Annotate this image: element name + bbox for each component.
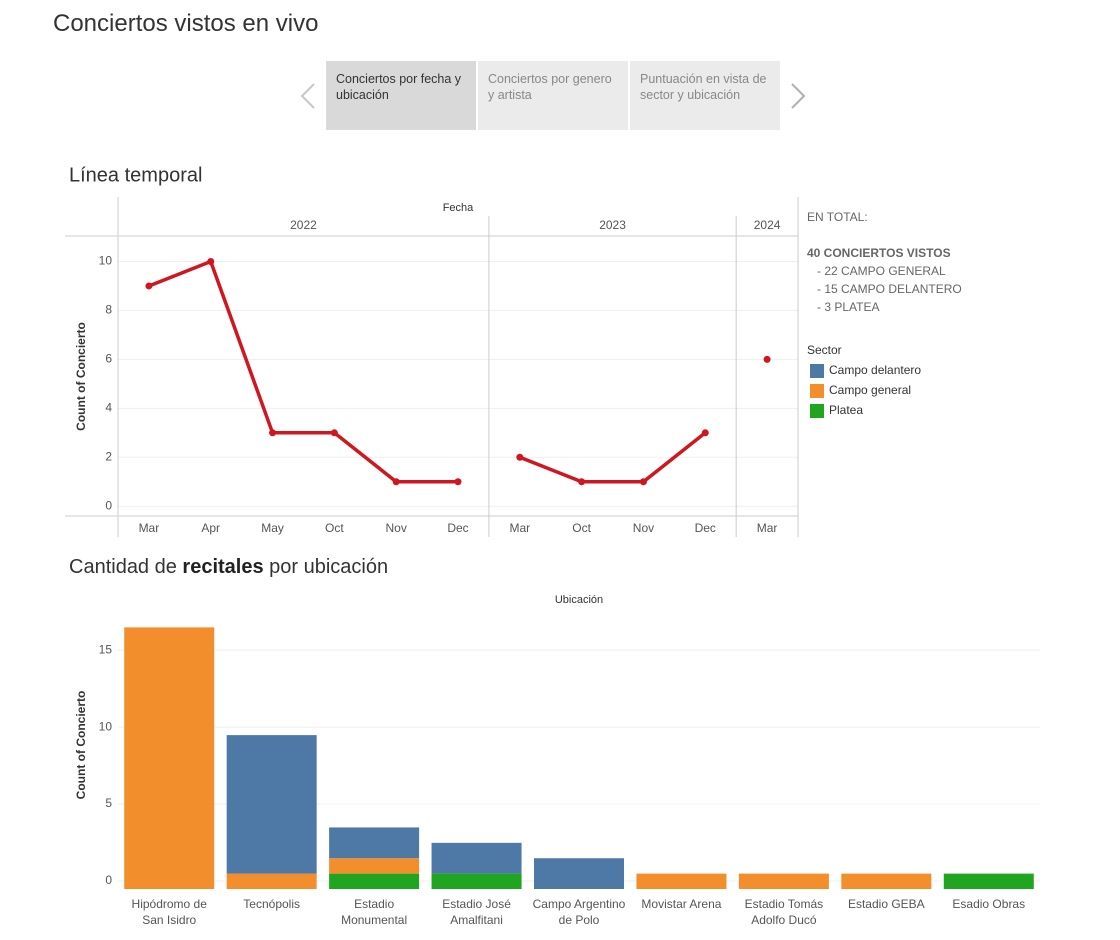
x-axis-title: Ubicación: [555, 594, 603, 606]
x-tick-label: May: [261, 521, 284, 535]
y-tick-label: 0: [105, 498, 112, 512]
bar-segment: [431, 842, 522, 874]
y-axis-title: Count of Concierto: [74, 322, 88, 431]
point: [639, 478, 647, 486]
chart-title: Cantidad de recitales por ubicación: [69, 556, 388, 578]
point: [701, 429, 709, 437]
x-tick-label: Movistar Arena: [641, 897, 722, 911]
legend-label: Campo general: [829, 383, 911, 397]
x-tick-label: Estadio Tomás Adolfo Ducó: [744, 897, 824, 927]
x-axis-title: Fecha: [443, 202, 474, 214]
x-tick-label: Esadio Obras: [952, 897, 1026, 911]
y-axis-title: Count of Concierto: [74, 691, 88, 800]
legend-swatch: [810, 404, 824, 418]
bar-segment: [943, 873, 1034, 889]
x-tick-label: Dec: [447, 521, 468, 535]
bar-segment: [738, 873, 829, 889]
year-label: 2024: [754, 218, 781, 232]
prev-arrow[interactable]: [300, 83, 315, 109]
bar-segment: [431, 873, 522, 889]
bar-segment: [534, 858, 624, 889]
x-tick-label: Mar: [509, 521, 530, 535]
x-tick-label: Hipódromo de San Isidro: [131, 897, 207, 927]
legend-title: Sector: [807, 343, 842, 357]
line: [519, 431, 707, 484]
y-tick-label: 8: [105, 303, 112, 317]
year-label: 2023: [599, 218, 626, 232]
summary-heading: EN TOTAL:: [807, 210, 868, 224]
title-part: recitales: [182, 556, 263, 578]
point: [578, 478, 586, 486]
point: [763, 355, 771, 363]
y-tick-label: 4: [105, 400, 112, 414]
next-arrow[interactable]: [791, 83, 806, 109]
line: [148, 259, 458, 484]
legend-swatch: [810, 384, 824, 398]
summary-line: 40 CONCIERTOS VISTOS: [807, 246, 951, 260]
x-tick-label: Nov: [386, 521, 407, 535]
y-tick-label: 15: [99, 642, 113, 656]
x-tick-label: Oct: [572, 521, 591, 535]
x-tick-label: Oct: [325, 521, 344, 535]
tab[interactable]: Puntuación en vista de sector y ubicació…: [630, 61, 780, 130]
x-tick-label: Mar: [139, 521, 160, 535]
bar-segment: [329, 858, 420, 874]
point: [516, 453, 524, 461]
x-tick-label: Estadio José Amalfitani: [442, 897, 511, 927]
bar-segment: [124, 627, 215, 889]
x-tick-label: Dec: [695, 521, 716, 535]
point: [207, 257, 215, 265]
x-tick-label: Estadio GEBA: [847, 897, 925, 911]
summary-line: - 3 PLATEA: [817, 300, 880, 314]
point: [330, 429, 338, 437]
point: [145, 282, 153, 290]
summary-line: - 22 CAMPO GENERAL: [817, 264, 946, 278]
y-tick-label: 2: [105, 449, 112, 463]
bar-segment: [841, 873, 932, 889]
x-tick-label: Tecnópolis: [243, 897, 300, 911]
page-title: Conciertos vistos en vivo: [53, 10, 319, 37]
legend-label: Campo delantero: [829, 363, 921, 377]
x-tick-label: Estadio Monumental: [341, 897, 408, 927]
bar-segment: [226, 735, 317, 874]
bar-segment: [329, 873, 420, 889]
legend-swatch: [810, 364, 824, 378]
y-tick-label: 5: [105, 796, 112, 810]
bar-segment: [226, 873, 317, 889]
summary-line: - 15 CAMPO DELANTERO: [817, 282, 962, 296]
legend-label: Platea: [829, 403, 863, 417]
y-tick-label: 6: [105, 352, 112, 366]
point: [454, 478, 462, 486]
title-part: por ubicación: [264, 556, 389, 578]
y-tick-label: 10: [99, 254, 113, 268]
year-label: 2022: [290, 218, 317, 232]
x-tick-label: Apr: [201, 521, 220, 535]
x-tick-label: Campo Argentino de Polo: [532, 897, 626, 927]
y-tick-label: 0: [105, 873, 112, 887]
y-tick-label: 10: [99, 719, 113, 733]
point: [269, 429, 277, 437]
chart-title: Línea temporal: [69, 164, 202, 186]
tab[interactable]: Conciertos por genero y artista: [478, 61, 628, 130]
point: [392, 478, 400, 486]
tab[interactable]: Conciertos por fecha y ubicación: [326, 61, 476, 130]
bar-segment: [329, 827, 420, 859]
x-tick-label: Nov: [633, 521, 654, 535]
title-part: Cantidad de: [69, 556, 182, 578]
bar-segment: [636, 873, 727, 889]
x-tick-label: Mar: [757, 521, 778, 535]
